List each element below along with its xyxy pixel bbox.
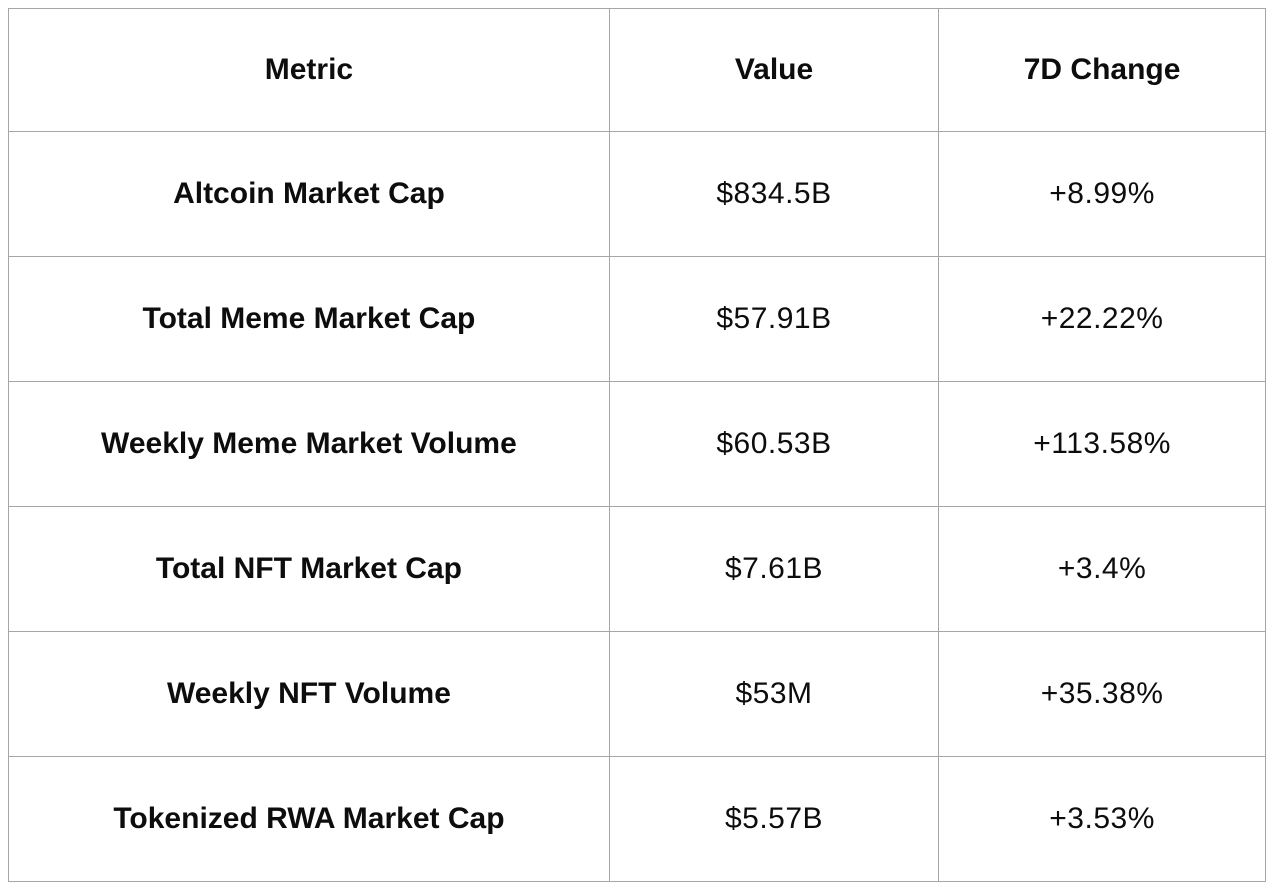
header-row: Metric Value 7D Change (8, 8, 1266, 132)
change-cell: +3.53% (938, 756, 1266, 882)
value-cell: $53M (608, 631, 940, 757)
metric-cell: Weekly NFT Volume (8, 631, 610, 757)
column-header-value: Value (608, 8, 940, 132)
table-row: Tokenized RWA Market Cap $5.57B +3.53% (8, 756, 1266, 882)
column-header-7d-change: 7D Change (938, 8, 1266, 132)
table-row: Total NFT Market Cap $7.61B +3.4% (8, 506, 1266, 632)
change-cell: +8.99% (938, 131, 1266, 257)
value-cell: $57.91B (608, 256, 940, 382)
change-cell: +22.22% (938, 256, 1266, 382)
table-row: Weekly NFT Volume $53M +35.38% (8, 631, 1266, 757)
change-cell: +3.4% (938, 506, 1266, 632)
value-cell: $60.53B (608, 381, 940, 507)
metric-cell: Altcoin Market Cap (8, 131, 610, 257)
crypto-metrics-table-container: Metric Value 7D Change Altcoin Market Ca… (8, 8, 1266, 882)
column-header-metric: Metric (8, 8, 610, 132)
value-cell: $5.57B (608, 756, 940, 882)
table-row: Total Meme Market Cap $57.91B +22.22% (8, 256, 1266, 382)
change-cell: +35.38% (938, 631, 1266, 757)
metric-cell: Weekly Meme Market Volume (8, 381, 610, 507)
change-cell: +113.58% (938, 381, 1266, 507)
metric-cell: Total Meme Market Cap (8, 256, 610, 382)
crypto-metrics-table: Metric Value 7D Change Altcoin Market Ca… (8, 8, 1266, 882)
value-cell: $834.5B (608, 131, 940, 257)
metric-cell: Tokenized RWA Market Cap (8, 756, 610, 882)
table-row: Weekly Meme Market Volume $60.53B +113.5… (8, 381, 1266, 507)
value-cell: $7.61B (608, 506, 940, 632)
table-row: Altcoin Market Cap $834.5B +8.99% (8, 131, 1266, 257)
metric-cell: Total NFT Market Cap (8, 506, 610, 632)
